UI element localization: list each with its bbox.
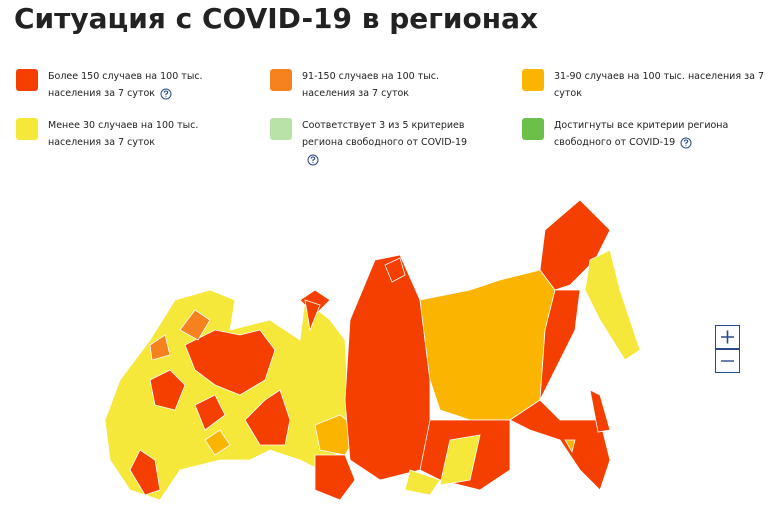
legend-swatch	[270, 69, 292, 91]
region[interactable]	[439, 434, 481, 486]
region[interactable]	[404, 469, 441, 496]
legend-item: Соответствует 3 из 5 критериев региона с…	[270, 117, 477, 168]
region[interactable]	[509, 289, 611, 491]
legend-label: Соответствует 3 из 5 критериев региона с…	[302, 117, 477, 168]
legend-item: Более 150 случаев на 100 тыс. населения …	[16, 68, 208, 102]
region[interactable]	[314, 454, 356, 501]
help-icon[interactable]	[307, 154, 319, 166]
legend-text: 31-90 случаев на 100 тыс. населения за 7…	[554, 71, 765, 99]
help-icon[interactable]	[160, 88, 172, 100]
region[interactable]	[419, 269, 556, 421]
help-icon[interactable]	[680, 137, 692, 149]
zoom-in[interactable]	[715, 325, 740, 349]
legend-text: Достигнуты все критерии региона свободно…	[554, 120, 729, 148]
legend-swatch	[16, 69, 38, 91]
region[interactable]	[384, 257, 406, 283]
region[interactable]	[304, 299, 321, 332]
legend-swatch	[16, 118, 38, 140]
legend-item: Менее 30 случаев на 100 тыс. населения з…	[16, 117, 208, 151]
region[interactable]	[244, 389, 291, 446]
legend-text: Более 150 случаев на 100 тыс. населения …	[48, 71, 203, 99]
region[interactable]	[584, 249, 641, 361]
region[interactable]	[564, 439, 576, 454]
region[interactable]	[184, 329, 276, 396]
legend-label: Более 150 случаев на 100 тыс. населения …	[48, 68, 208, 102]
legend-text: Менее 30 случаев на 100 тыс. населения з…	[48, 120, 199, 148]
legend-text: 91-150 случаев на 100 тыс. населения за …	[302, 71, 439, 99]
legend-text: Соответствует 3 из 5 критериев региона с…	[302, 120, 468, 148]
legend-label: Менее 30 случаев на 100 тыс. населения з…	[48, 117, 208, 151]
region[interactable]	[589, 389, 611, 433]
map[interactable]	[0, 170, 700, 508]
region[interactable]	[204, 429, 231, 456]
region[interactable]	[149, 334, 171, 361]
region[interactable]	[194, 394, 226, 431]
legend-item: 91-150 случаев на 100 тыс. населения за …	[270, 68, 492, 102]
legend-swatch	[522, 69, 544, 91]
zoom-out[interactable]	[715, 349, 740, 373]
legend-item: 31-90 случаев на 100 тыс. населения за 7…	[522, 68, 766, 102]
region[interactable]	[149, 369, 186, 411]
page-title: Ситуация с COVID-19 в регионах	[14, 2, 539, 35]
region[interactable]	[539, 199, 611, 291]
legend-swatch	[270, 118, 292, 140]
region[interactable]	[179, 309, 211, 341]
legend-label: 91-150 случаев на 100 тыс. населения за …	[302, 68, 492, 102]
legend-swatch	[522, 118, 544, 140]
legend-label: Достигнуты все критерии региона свободно…	[554, 117, 729, 151]
region[interactable]	[129, 449, 161, 496]
legend-label: 31-90 случаев на 100 тыс. населения за 7…	[554, 68, 766, 102]
legend-item: Достигнуты все критерии региона свободно…	[522, 117, 729, 151]
